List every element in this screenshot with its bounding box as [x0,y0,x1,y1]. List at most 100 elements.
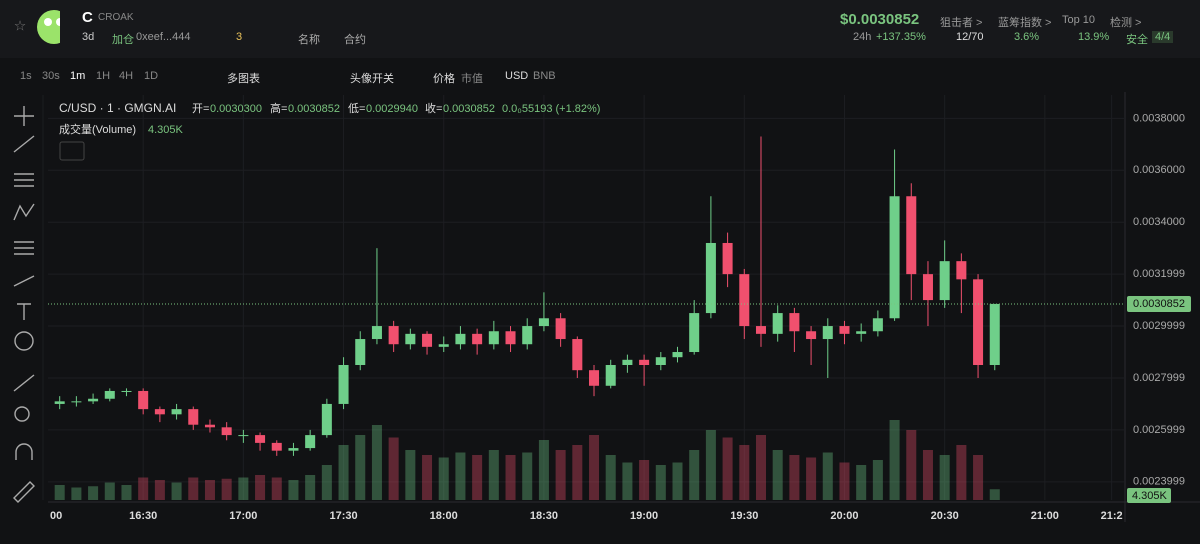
x-tick-label: 20:30 [931,510,959,522]
volume-bar [872,460,883,500]
candle-body [822,326,833,340]
x-count: 3 [236,31,243,43]
action[interactable]: 加仓 [112,34,134,46]
volume-bar [956,445,967,500]
candle-body [288,448,299,451]
volume-bar [572,445,583,500]
volume-bar [54,485,65,500]
y-tick-label: 0.0027999 [1133,372,1185,384]
legend-change: 0.0₀55193 (+1.82%) [502,103,600,115]
volume-bar [455,452,466,500]
last-price-box [1127,295,1191,312]
search-name[interactable]: 名称 [298,34,320,46]
last-price-label: 0.0030852 [1133,298,1185,310]
usd-toggle[interactable]: USD [505,70,529,82]
candle-body [906,196,917,275]
price-toggle[interactable]: 价格 [433,73,455,85]
interval[interactable]: 1s [20,70,32,82]
stat-extra: 4/4 [1152,31,1174,43]
interval[interactable]: 1H [96,70,111,82]
candle-body [856,331,867,334]
volume-bar [605,455,616,500]
volume-bar [321,465,332,500]
candle-body [305,435,316,449]
interval[interactable]: 1D [144,70,159,82]
volume-bar [255,475,266,500]
volume-bar [822,452,833,500]
candle-body [789,313,800,332]
interval[interactable]: 1m [70,70,86,82]
candle-body [639,359,650,365]
volume-bar [655,465,666,500]
candle-body [605,365,616,386]
candle-body [505,331,516,345]
volume-bar [705,430,716,500]
volume-bar [138,477,149,500]
candle-body [71,401,82,403]
avatar-toggle[interactable]: 头像开关 [350,73,394,85]
candle-body [956,261,967,280]
candle-body [338,365,349,404]
volume-bar [973,455,984,500]
mcap-toggle[interactable]: 市值 [461,73,483,85]
candle-body [154,409,165,415]
legend-close-label: 收= [425,101,442,115]
stat-value: 3.6% [1014,31,1040,43]
x-tick-label: 21:2 [1101,510,1123,522]
multi-chart[interactable]: 多图表 [227,73,260,85]
collapse-button[interactable] [59,141,85,161]
x-tick-label: 17:00 [229,510,257,522]
candle-body [138,390,149,410]
candle-body [371,326,382,340]
volume-bar [538,440,549,500]
stat-label: Top 10 [1062,14,1096,26]
volume-name: 成交量(Volume) [59,122,136,136]
candle-body [438,344,449,347]
volume-bar [371,425,382,500]
volume-bar [939,455,950,500]
candle-body [104,390,115,399]
bnb-toggle[interactable]: BNB [533,70,556,82]
volume-bar [355,435,366,500]
x-tick-label: 16:30 [129,510,157,522]
candle-body [488,331,499,345]
volume-bar [889,420,900,500]
volume-bar [121,485,132,500]
candle-body [705,242,716,314]
candle-body [806,331,817,340]
volume-bar [154,480,165,500]
tool-sidebar [13,106,35,503]
address[interactable]: 0xeef...444 [136,31,191,43]
candle-body [54,401,65,404]
interval[interactable]: 4H [119,70,134,82]
x-tick-label: 19:00 [630,510,658,522]
candle-body [255,435,266,443]
volume-box-label: 4.305K [1132,490,1168,502]
candle-body [839,326,850,334]
candle-body [655,357,666,365]
volume-bar [171,482,182,500]
volume-legend: 4.305K [148,124,184,136]
candle-body [622,359,633,365]
interval[interactable]: 30s [42,70,60,82]
symbol: C [82,9,93,26]
legend-open: 0.0030300 [210,103,262,115]
candle-body [572,339,583,371]
volume-bar [221,478,232,500]
x-tick-label: 17:30 [329,510,357,522]
y-tick-label: 0.0038000 [1133,112,1185,124]
volume-bar [622,462,633,500]
volume-bar [338,445,349,500]
candle-body [455,333,466,345]
y-tick-label: 0.0029999 [1133,320,1185,332]
volume-bar [271,477,282,500]
candle-body [722,242,733,275]
volume-bar [88,486,99,500]
candle-body [872,318,883,332]
volume-bar [104,482,115,500]
candle-body [555,318,566,340]
search-contract[interactable]: 合约 [344,34,366,46]
legend-pair: C/USD · 1 · GMGN.AI [59,101,176,115]
stat-value: 12/70 [956,31,984,43]
